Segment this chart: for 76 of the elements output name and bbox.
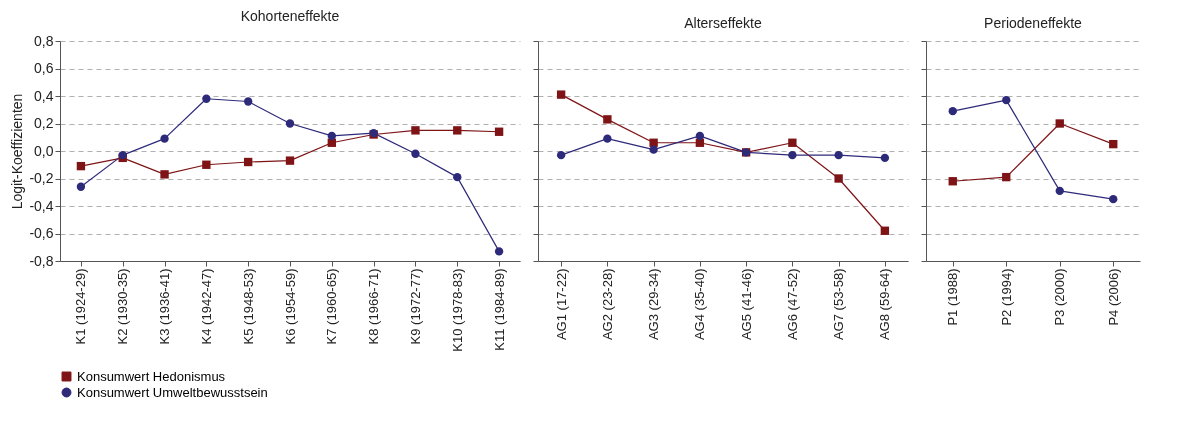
point [453,126,462,135]
point [556,90,566,99]
x-tick-label: AG6 (47-52) [784,268,800,341]
x-tick-label: P1 (1988) [945,268,961,326]
x-tick-label: K2 (1930-35) [115,268,131,345]
point [285,156,295,165]
point [494,247,504,256]
point [1055,186,1064,196]
point [788,150,797,160]
y-axis-title: Logit-Koeffizienten [9,93,26,210]
point [202,160,211,169]
point [948,177,957,186]
x-tick-label: AG5 (41-46) [738,268,754,341]
point [411,149,420,158]
point [880,153,890,163]
point [1109,194,1118,204]
x-tick-label: P2 (1994) [998,268,1014,326]
y-tick-label: -0,8 [29,252,54,269]
point [603,115,612,124]
point [411,126,420,135]
y-tick-label: -0,2 [29,170,54,186]
y-tick-label: 0,4 [34,87,54,104]
point [160,134,169,143]
point [556,150,566,160]
x-tick-label: K6 (1954-59) [282,268,298,345]
x-tick-label: AG3 (29-34) [646,268,662,341]
point [788,138,797,147]
legend-label: Konsumwert Hedonismus [77,368,226,384]
x-tick-label: K4 (1942-47) [198,268,214,345]
point [834,150,843,160]
point [76,182,86,191]
point [948,106,957,116]
point [285,119,295,128]
x-tick-label: P3 (2000) [1052,268,1068,326]
chart-title: Alterseffekte [684,14,762,31]
x-tick-label: AG1 (17-22) [553,268,569,341]
point [880,226,890,235]
point [1002,95,1011,105]
point [202,94,211,103]
chart-title: Kohorteneffekte [240,8,340,24]
y-tick-label: -0,6 [29,225,54,241]
point [244,157,253,167]
x-tick-label: K8 (1966-71) [366,268,382,345]
x-tick-label: AG7 (53-58) [831,268,847,341]
point [603,134,612,143]
x-tick-label: K1 (1924-29) [73,268,89,345]
point [834,174,843,183]
x-tick-label: K11 (1984-89) [491,268,507,351]
point [494,127,504,136]
y-tick-label: 0,6 [34,60,54,76]
point [1055,119,1064,128]
x-tick-label: K7 (1960-65) [324,268,340,345]
x-tick-label: AG4 (35-40) [692,268,708,341]
point [76,161,86,171]
x-tick-label: K10 (1978-83) [449,268,465,352]
point [649,138,658,147]
x-tick-label: K3 (1936-41) [157,268,173,345]
point [1109,139,1118,149]
point [244,97,253,106]
x-tick-label: AG2 (23-28) [599,268,615,341]
x-tick-label: K9 (1972-77) [407,268,423,345]
point [695,131,705,141]
point [649,145,658,154]
y-tick-label: 0,2 [34,115,54,131]
point [160,170,169,179]
point [453,172,462,182]
x-tick-label: AG8 (59-64) [877,268,893,341]
y-tick-label: 0,8 [34,32,54,49]
chart-title: Periodeneffekte [984,14,1083,31]
x-tick-label: P4 (2006) [1105,268,1121,326]
y-tick-label: 0,0 [34,142,54,159]
point [327,131,336,141]
y-tick-label: -0,4 [29,197,54,214]
point [1002,172,1011,182]
legend-label: Konsumwert Umweltbewusstsein [77,384,268,400]
x-tick-label: K5 (1948-53) [240,268,256,345]
